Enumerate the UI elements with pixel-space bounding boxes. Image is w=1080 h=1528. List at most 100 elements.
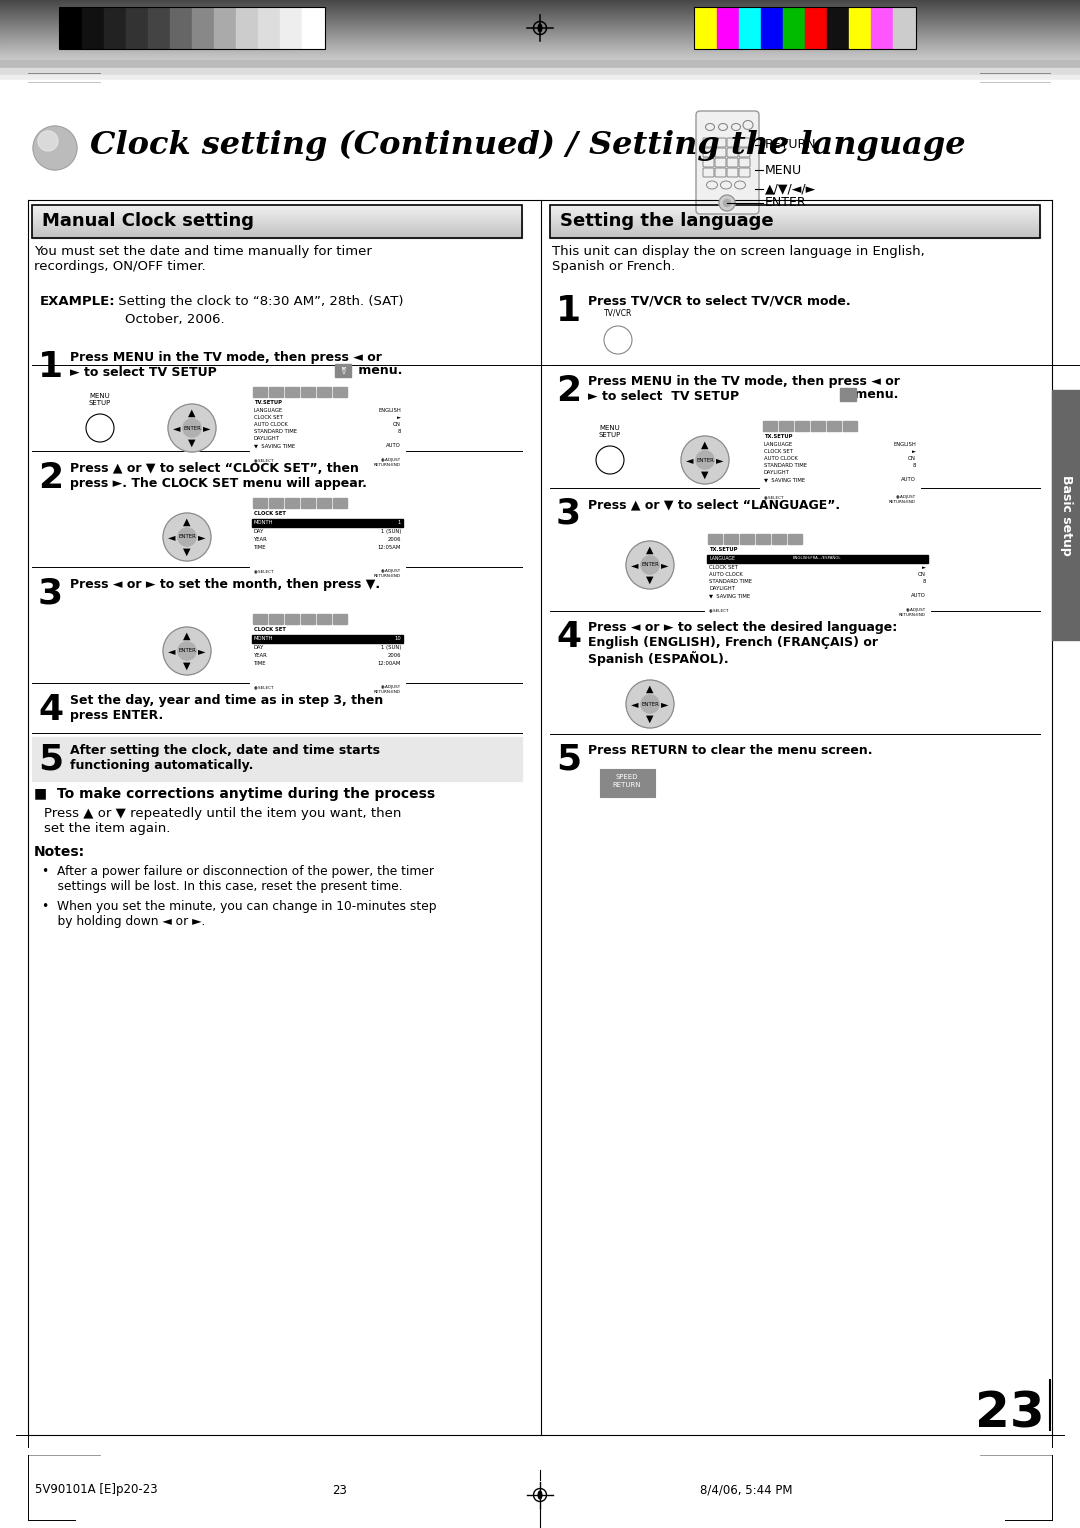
- Text: AUTO: AUTO: [901, 477, 916, 481]
- Bar: [318, 387, 330, 397]
- Text: Press ▲ or ▼ to select “CLOCK SET”, then
press ►. The CLOCK SET menu will appear: Press ▲ or ▼ to select “CLOCK SET”, then…: [70, 461, 367, 490]
- Text: ⚧: ⚧: [340, 367, 346, 374]
- Bar: [269, 387, 283, 397]
- Text: EXAMPLE:: EXAMPLE:: [40, 295, 116, 309]
- Text: ►: ►: [661, 559, 669, 570]
- Bar: [32, 205, 522, 238]
- Bar: [707, 555, 928, 562]
- Bar: [269, 498, 283, 507]
- Bar: [0, 75, 1080, 87]
- Bar: [760, 419, 920, 506]
- Circle shape: [626, 680, 674, 727]
- Text: ◉:ADJUST
RETURN:END: ◉:ADJUST RETURN:END: [374, 458, 401, 466]
- Bar: [0, 86, 1080, 200]
- Bar: [849, 8, 870, 47]
- Text: 10: 10: [394, 636, 401, 642]
- Text: ▲: ▲: [184, 631, 191, 642]
- Circle shape: [163, 626, 211, 675]
- Bar: [301, 614, 315, 623]
- Text: 1: 1: [556, 293, 581, 329]
- Text: MENU
SETUP: MENU SETUP: [599, 425, 621, 439]
- Text: LANGUAGE: LANGUAGE: [764, 442, 793, 448]
- Text: 4: 4: [38, 694, 63, 727]
- Bar: [761, 8, 783, 47]
- Text: ENTER: ENTER: [178, 648, 195, 654]
- Text: 3: 3: [556, 497, 581, 532]
- Text: ENTER: ENTER: [178, 535, 195, 539]
- Text: 8: 8: [922, 579, 926, 584]
- Text: ►: ►: [922, 565, 926, 570]
- Text: ▼  SAVING TIME: ▼ SAVING TIME: [708, 593, 751, 597]
- Circle shape: [640, 695, 659, 714]
- Text: Press MENU in the TV mode, then press ◄ or
► to select  TV SETUP: Press MENU in the TV mode, then press ◄ …: [588, 374, 900, 403]
- Bar: [32, 287, 522, 338]
- Bar: [280, 8, 302, 47]
- Circle shape: [163, 513, 211, 561]
- Bar: [772, 533, 786, 544]
- Bar: [783, 8, 805, 47]
- Text: SPEED: SPEED: [616, 775, 638, 779]
- Text: ◉:ADJUST
RETURN:END: ◉:ADJUST RETURN:END: [889, 495, 916, 504]
- Bar: [301, 387, 315, 397]
- Text: ▲: ▲: [184, 516, 191, 527]
- Text: TIME: TIME: [254, 545, 267, 550]
- Text: Setting the clock to “8:30 AM”, 28th. (SAT): Setting the clock to “8:30 AM”, 28th. (S…: [114, 295, 404, 309]
- Bar: [335, 364, 351, 377]
- Text: ◄: ◄: [632, 698, 639, 709]
- Text: ◉:ADJUST
RETURN:END: ◉:ADJUST RETURN:END: [374, 568, 401, 578]
- Text: LANGUAGE: LANGUAGE: [254, 408, 283, 413]
- Bar: [269, 614, 283, 623]
- Text: ENTER: ENTER: [765, 197, 807, 209]
- Circle shape: [596, 446, 624, 474]
- Bar: [756, 533, 770, 544]
- Text: October, 2006.: October, 2006.: [40, 313, 225, 325]
- Text: ENGLISH: ENGLISH: [378, 408, 401, 413]
- Text: ◄: ◄: [174, 423, 180, 432]
- Text: 5: 5: [38, 743, 63, 778]
- Text: ►: ►: [203, 423, 211, 432]
- Ellipse shape: [538, 24, 542, 32]
- Circle shape: [640, 556, 659, 575]
- Text: 2006: 2006: [388, 536, 401, 542]
- Text: Basic setup: Basic setup: [1059, 475, 1072, 555]
- Text: STANDARD TIME: STANDARD TIME: [708, 579, 752, 584]
- Circle shape: [183, 419, 201, 437]
- Bar: [0, 79, 1080, 145]
- Text: ◄: ◄: [168, 532, 176, 542]
- Text: Press ◄ or ► to select the desired language:
English (ENGLISH), French (FRANÇAIS: Press ◄ or ► to select the desired langu…: [588, 620, 897, 666]
- Text: Notes:: Notes:: [33, 845, 85, 859]
- Bar: [318, 614, 330, 623]
- Bar: [779, 422, 793, 431]
- Text: AUTO CLOCK: AUTO CLOCK: [254, 422, 287, 426]
- Text: ENTER: ENTER: [642, 701, 659, 706]
- Text: AUTO CLOCK: AUTO CLOCK: [764, 455, 798, 461]
- Bar: [1052, 390, 1080, 640]
- Bar: [126, 8, 148, 47]
- Text: YEAR: YEAR: [254, 536, 268, 542]
- Text: Manual Clock setting: Manual Clock setting: [42, 212, 254, 231]
- Circle shape: [724, 200, 730, 206]
- Bar: [214, 8, 237, 47]
- Text: 23: 23: [333, 1484, 348, 1496]
- Text: ON: ON: [393, 422, 401, 426]
- Text: •  When you set the minute, you can change in 10-minutes step
    by holding dow: • When you set the minute, you can chang…: [42, 900, 436, 927]
- Text: Clock setting (Continued) / Setting the language: Clock setting (Continued) / Setting the …: [90, 130, 966, 160]
- Text: ▲: ▲: [701, 440, 708, 451]
- Text: ON: ON: [918, 571, 926, 578]
- Circle shape: [626, 541, 674, 588]
- Text: ◄: ◄: [168, 646, 176, 656]
- Bar: [550, 286, 1040, 1010]
- Text: MONTH: MONTH: [254, 520, 273, 526]
- Bar: [805, 8, 827, 47]
- Text: 12:00AM: 12:00AM: [378, 662, 401, 666]
- Bar: [60, 8, 82, 47]
- Text: 2006: 2006: [388, 652, 401, 659]
- Text: ►: ►: [661, 698, 669, 709]
- Text: DAY: DAY: [254, 529, 265, 533]
- Bar: [253, 614, 267, 623]
- Bar: [192, 8, 214, 47]
- Text: ▼  SAVING TIME: ▼ SAVING TIME: [764, 477, 805, 481]
- Text: CLOCK SET: CLOCK SET: [708, 565, 738, 570]
- Bar: [694, 8, 916, 49]
- Text: CLOCK SET: CLOCK SET: [254, 510, 286, 516]
